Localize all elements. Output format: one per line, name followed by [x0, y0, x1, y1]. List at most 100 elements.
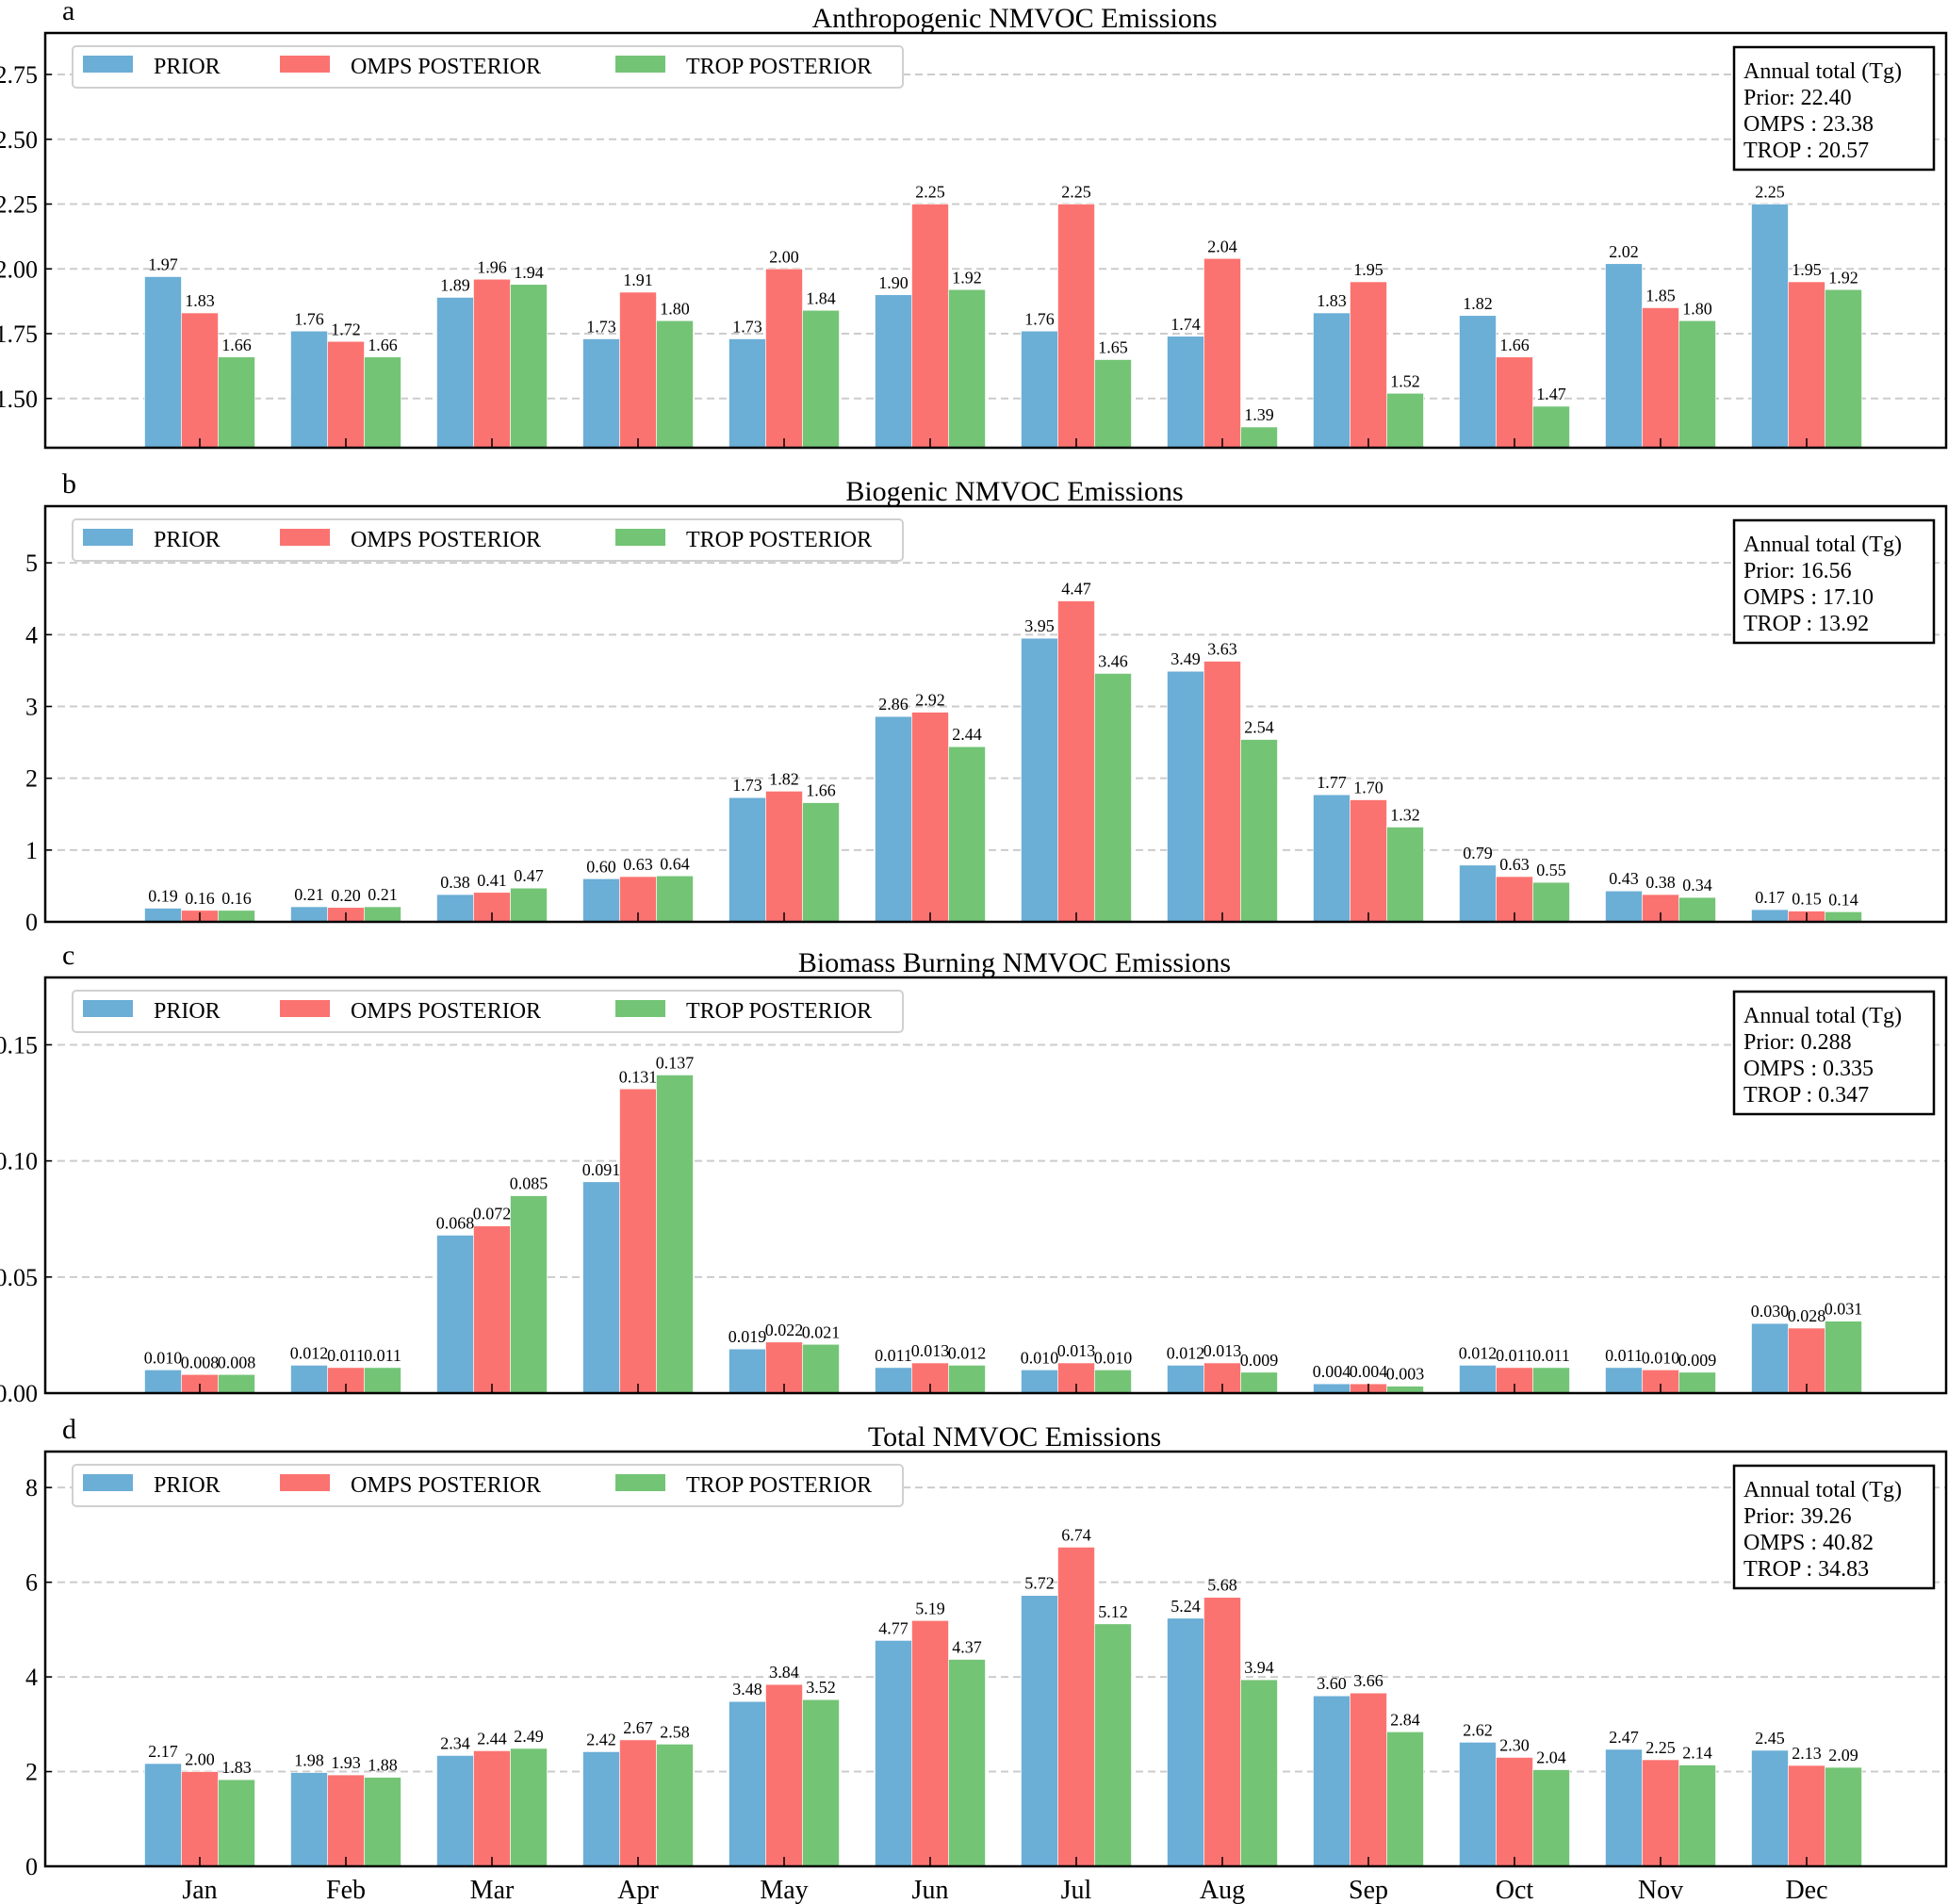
- bar-omps-aug: [1203, 661, 1241, 922]
- annotation-title: Annual total (Tg): [1743, 1478, 1902, 1502]
- data-label: 0.012: [948, 1343, 987, 1362]
- data-label: 1.80: [1682, 299, 1712, 318]
- legend-label-prior: PRIOR: [154, 999, 221, 1024]
- bar-trop-may: [802, 802, 840, 922]
- bar-trop-aug: [1240, 739, 1278, 922]
- data-label: 1.76: [1024, 309, 1055, 328]
- legend: PRIOR OMPS POSTERIOR TROP POSTERIOR: [72, 518, 904, 562]
- bar-omps-dec: [1788, 1764, 1825, 1866]
- data-label: 2.04: [1536, 1748, 1566, 1767]
- bar-prior-jun: [875, 1640, 912, 1866]
- axes-frame: [43, 1450, 1948, 1868]
- data-label: 1.93: [331, 1753, 361, 1772]
- data-label: 4.47: [1061, 580, 1091, 599]
- data-label: 0.34: [1682, 876, 1712, 895]
- panel-d: d Total NMVOC Emissions 0 2 4 6 8 2.17 1.98 2.34 2…: [25, 1414, 1948, 1904]
- y-tick-label: 2: [25, 1759, 38, 1786]
- data-label: 1.83: [185, 291, 215, 310]
- bar-trop-oct: [1532, 405, 1570, 448]
- data-label: 0.15: [1792, 890, 1822, 909]
- bar-trop-feb: [364, 356, 401, 448]
- data-label: 2.54: [1244, 718, 1274, 737]
- bar-prior-jul: [1021, 637, 1058, 922]
- data-label: 1.70: [1353, 779, 1383, 797]
- data-label: 1.83: [1317, 291, 1347, 310]
- bar-omps-apr: [619, 1739, 657, 1866]
- data-label: 1.82: [1463, 294, 1493, 313]
- data-label: 1.96: [477, 257, 507, 276]
- x-tick-label: Sep: [1349, 1876, 1388, 1904]
- bar-prior-mar: [436, 894, 474, 922]
- panel-a: a Anthropogenic NMVOC Emissions 1.50 1.75 2.…: [0, 0, 1948, 450]
- y-tick-label: 1: [25, 837, 38, 864]
- chart-title: Total NMVOC Emissions: [868, 1421, 1161, 1453]
- bar-prior-feb: [290, 1772, 328, 1866]
- data-label: 0.63: [623, 855, 653, 874]
- bar-prior-jul: [1021, 1370, 1058, 1393]
- data-label: 1.66: [221, 336, 252, 354]
- legend-swatch-prior: [83, 1000, 133, 1017]
- bar-trop-jan: [218, 356, 255, 448]
- data-label: 0.003: [1386, 1365, 1425, 1384]
- bars: [144, 1075, 1862, 1393]
- data-label: 2.42: [586, 1730, 616, 1748]
- bar-prior-jun: [875, 294, 912, 448]
- bar-prior-nov: [1605, 1748, 1643, 1866]
- data-label: 0.010: [1094, 1348, 1133, 1367]
- legend-label-trop: TROP POSTERIOR: [686, 1473, 872, 1498]
- y-tick-label: 5: [25, 550, 38, 577]
- legend-label-trop: TROP POSTERIOR: [686, 528, 872, 552]
- x-tick-label: Apr: [617, 1876, 659, 1904]
- legend-swatch-prior: [83, 56, 133, 73]
- data-label: 1.95: [1792, 260, 1822, 279]
- bar-prior-mar: [436, 1755, 474, 1866]
- data-label: 0.011: [875, 1346, 912, 1365]
- data-label: 2.04: [1207, 237, 1237, 255]
- bar-omps-oct: [1496, 356, 1533, 448]
- y-tick-label: 0.10: [0, 1148, 38, 1175]
- data-label: 2.67: [623, 1718, 653, 1737]
- data-label: 3.66: [1353, 1671, 1383, 1690]
- chart-title: Biomass Burning NMVOC Emissions: [798, 947, 1231, 978]
- data-label: 1.90: [878, 273, 909, 292]
- legend-label-prior: PRIOR: [154, 55, 221, 79]
- legend-swatch-omps: [280, 1000, 330, 1017]
- bar-trop-apr: [656, 1075, 694, 1393]
- bar-trop-may: [802, 309, 840, 448]
- data-label: 0.021: [802, 1322, 841, 1341]
- bar-prior-jul: [1021, 1595, 1058, 1866]
- data-label: 5.24: [1170, 1597, 1201, 1616]
- y-tick-label: 3: [25, 694, 38, 721]
- bar-omps-jan: [181, 1771, 219, 1866]
- data-label: 0.16: [221, 889, 252, 908]
- data-label: 1.66: [1499, 336, 1530, 354]
- bar-omps-aug: [1203, 257, 1241, 448]
- data-label: 0.011: [364, 1346, 401, 1365]
- data-label: 0.131: [619, 1067, 658, 1086]
- bar-prior-dec: [1751, 909, 1789, 922]
- data-label: 3.46: [1098, 651, 1128, 670]
- bar-trop-jun: [948, 288, 986, 448]
- data-label: 0.21: [294, 885, 324, 904]
- data-label: 1.76: [294, 309, 324, 328]
- data-label: 0.030: [1751, 1302, 1790, 1321]
- bar-trop-nov: [1678, 1371, 1716, 1393]
- data-label: 1.89: [440, 276, 470, 295]
- data-label: 1.72: [331, 320, 361, 338]
- legend-label-omps: OMPS POSTERIOR: [351, 999, 541, 1024]
- data-label: 0.022: [765, 1321, 804, 1339]
- data-label: 3.95: [1024, 616, 1055, 635]
- data-label: 0.79: [1463, 844, 1493, 862]
- bar-trop-jul: [1094, 1623, 1132, 1866]
- data-label: 1.92: [1828, 268, 1858, 287]
- bar-prior-sep: [1313, 1383, 1351, 1393]
- legend-swatch-prior: [83, 529, 133, 546]
- annotation-title: Annual total (Tg): [1743, 533, 1902, 557]
- bar-omps-dec: [1788, 1327, 1825, 1393]
- bar-omps-jul: [1057, 204, 1095, 448]
- bar-omps-jun: [911, 1620, 949, 1866]
- x-tick-label: Feb: [326, 1876, 366, 1904]
- data-label: 1.73: [732, 318, 762, 336]
